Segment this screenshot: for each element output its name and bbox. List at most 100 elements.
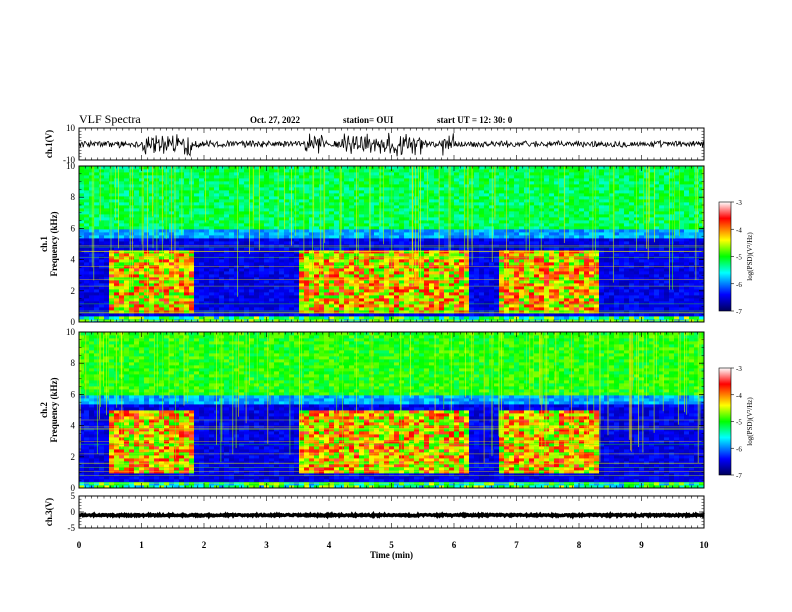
- spectrogram-cell: [159, 289, 165, 293]
- spectrogram-cell: [184, 292, 190, 296]
- spectrogram-cell: [409, 196, 415, 200]
- spectrogram-cell: [459, 310, 465, 314]
- spectrogram-cell: [89, 193, 95, 197]
- spectrogram-cell: [269, 298, 275, 302]
- spectrogram-cell: [109, 274, 115, 278]
- spectrogram-cell: [414, 178, 420, 182]
- spectrogram-cell: [274, 286, 280, 290]
- spectrogram-cell: [244, 205, 250, 209]
- spectrogram-cell: [439, 283, 445, 287]
- spectrogram-cell: [369, 229, 375, 233]
- spectrogram-cell: [229, 307, 235, 311]
- spectrogram-cell: [499, 271, 505, 275]
- spectrogram-cell: [344, 262, 350, 266]
- spectrogram-cell: [329, 190, 335, 194]
- spectrogram-cell: [404, 271, 410, 275]
- spectrogram-cell: [489, 178, 495, 182]
- spectrogram-cell: [244, 289, 250, 293]
- spectrogram-cell: [269, 274, 275, 278]
- spectrogram-cell: [539, 238, 545, 242]
- spectrogram-cell: [114, 268, 120, 272]
- spectrogram-cell: [434, 247, 440, 251]
- spectrogram-cell: [374, 316, 380, 320]
- spectrogram-cell: [199, 241, 205, 245]
- spectrogram-cell: [104, 190, 110, 194]
- spectrogram-cell: [199, 190, 205, 194]
- spectrogram-cell: [399, 184, 405, 188]
- spectrogram-cell: [109, 298, 115, 302]
- spectrogram-cell: [364, 283, 370, 287]
- spectrogram-cell: [104, 184, 110, 188]
- spectrogram-cell: [379, 214, 385, 218]
- spectrogram-cell: [529, 268, 535, 272]
- spectrogram-cell: [259, 217, 265, 221]
- spectrogram-cell: [164, 169, 170, 173]
- spectrogram-cell: [489, 229, 495, 233]
- spectrogram-cell: [124, 241, 130, 245]
- spectrogram-cell: [124, 175, 130, 179]
- spectrogram-cell: [234, 253, 240, 257]
- spectrogram-cell: [294, 277, 300, 281]
- spectrogram-cell: [359, 181, 365, 185]
- spectrogram-cell: [429, 211, 435, 215]
- spectrogram-cell: [299, 181, 305, 185]
- spectrogram-cell: [219, 289, 225, 293]
- spectrogram-cell: [79, 310, 85, 314]
- spectrogram-cell: [484, 310, 490, 314]
- spectrogram-cell: [169, 295, 175, 299]
- spectrogram-cell: [234, 289, 240, 293]
- spectrogram-cell: [549, 274, 555, 278]
- spectrogram-cell: [194, 202, 200, 206]
- spectrogram-cell: [209, 175, 215, 179]
- spectrogram-cell: [329, 184, 335, 188]
- spectrogram-cell: [479, 247, 485, 251]
- spectrogram-cell: [419, 217, 425, 221]
- spectrogram-cell: [209, 223, 215, 227]
- spectrogram-cell: [134, 295, 140, 299]
- spectrogram-cell: [114, 232, 120, 236]
- spectrogram-cell: [409, 205, 415, 209]
- spectrogram-cell: [329, 280, 335, 284]
- spectrogram-cell: [464, 310, 470, 314]
- spectrogram-cell: [199, 304, 205, 308]
- spectrogram-cell: [339, 274, 345, 278]
- spectrogram-cell: [334, 307, 340, 311]
- spectrogram-cell: [189, 196, 195, 200]
- spectrogram-cell: [399, 286, 405, 290]
- spectrogram-cell: [489, 313, 495, 317]
- spectrogram-cell: [464, 208, 470, 212]
- spectrogram-cell: [539, 292, 545, 296]
- spectrogram-cell: [524, 181, 530, 185]
- spectrogram-cell: [319, 211, 325, 215]
- spectrogram-cell: [329, 313, 335, 317]
- spectrogram-cell: [109, 238, 115, 242]
- spectrogram-cell: [544, 226, 550, 230]
- spectrogram-cell: [389, 310, 395, 314]
- spectrogram-cell: [224, 229, 230, 233]
- spectrogram-cell: [509, 169, 515, 173]
- spectrogram-cell: [144, 283, 150, 287]
- spectrogram-cell: [234, 262, 240, 266]
- spectrogram-cell: [279, 253, 285, 257]
- spectrogram-cell: [314, 238, 320, 242]
- spectrogram-cell: [464, 232, 470, 236]
- spectrogram-cell: [364, 310, 370, 314]
- spectrogram-cell: [384, 292, 390, 296]
- spectrogram-cell: [514, 304, 520, 308]
- spectrogram-cell: [539, 283, 545, 287]
- spectrogram-cell: [189, 199, 195, 203]
- spectrogram-cell: [439, 223, 445, 227]
- spectrogram-cell: [269, 217, 275, 221]
- spectrogram-cell: [414, 307, 420, 311]
- spectrogram-cell: [504, 307, 510, 311]
- spectrogram-cell: [369, 175, 375, 179]
- spectrogram-cell: [94, 169, 100, 173]
- spectrogram-cell: [494, 310, 500, 314]
- spectrogram-cell: [89, 202, 95, 206]
- spectrogram-cell: [279, 283, 285, 287]
- spectrogram-cell: [494, 307, 500, 311]
- spectrogram-cell: [474, 304, 480, 308]
- spectrogram-cell: [399, 310, 405, 314]
- spectrogram-cell: [224, 232, 230, 236]
- spectrogram-cell: [539, 220, 545, 224]
